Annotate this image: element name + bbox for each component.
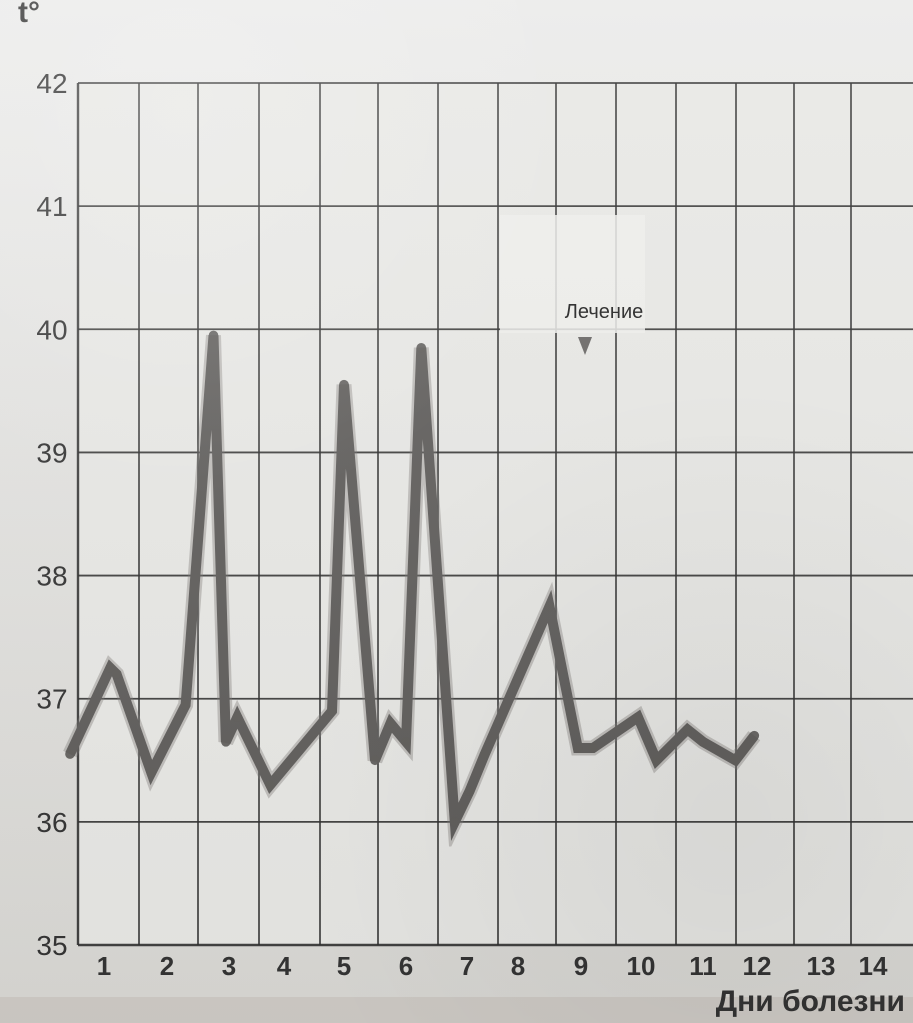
series-point [450, 817, 460, 827]
series-point [208, 330, 219, 341]
series-point [633, 712, 643, 722]
series-point [385, 718, 396, 729]
series-point [65, 749, 75, 759]
series-point [265, 780, 276, 790]
series-point [682, 724, 693, 735]
annotation-marker [578, 337, 592, 355]
series-point [464, 786, 475, 796]
y-tick-label: 38 [36, 561, 67, 592]
x-tick-label: 6 [399, 951, 413, 981]
grid-lines [76, 82, 913, 947]
x-tick-label: 4 [277, 951, 292, 981]
y-tick-label: 36 [36, 807, 67, 838]
y-tick-label: 37 [36, 684, 67, 715]
series-point [339, 379, 349, 390]
x-tick-label: 8 [511, 951, 525, 981]
series-point [588, 743, 598, 753]
series-point [730, 755, 741, 766]
y-axis-label: t° [18, 0, 40, 29]
x-tick-label: 14 [859, 951, 888, 981]
series-point [416, 342, 427, 353]
x-tick-label: 12 [743, 951, 772, 981]
x-tick-label: 5 [337, 951, 351, 981]
x-tick-label: 13 [807, 951, 836, 981]
series-point [370, 755, 380, 766]
x-tick-label: 9 [574, 951, 588, 981]
series-point [105, 663, 116, 673]
annotation-group [500, 215, 645, 355]
x-tick-label: 7 [460, 951, 474, 981]
annotation-label: Лечение [565, 301, 643, 323]
x-tick-label: 10 [627, 951, 656, 981]
series-point [401, 737, 411, 747]
series-line-group [63, 330, 761, 851]
series-point [180, 700, 191, 710]
y-tick-label: 40 [36, 314, 67, 345]
x-tick-label: 11 [689, 951, 717, 981]
y-tick-label: 39 [36, 437, 67, 468]
series-point [232, 712, 243, 722]
y-tick-label: 35 [36, 930, 67, 961]
y-tick-label: 42 [36, 68, 67, 99]
x-tick-label: 2 [160, 951, 174, 981]
y-tick-label: 41 [36, 191, 67, 222]
series-point [544, 601, 555, 612]
page-bottom-strip [0, 997, 913, 1023]
series-point [327, 706, 337, 716]
series-point [651, 755, 662, 766]
x-tick-label: 1 [97, 951, 111, 981]
x-tick-label: 3 [222, 951, 236, 981]
series-point [573, 743, 583, 753]
series-point [146, 767, 157, 778]
x-axis-label: Дни болезни [716, 985, 905, 1018]
series-point [111, 669, 122, 679]
series-point [698, 737, 708, 747]
series-point [749, 730, 760, 741]
series-point [480, 749, 490, 759]
series-point [221, 737, 231, 747]
annotation-background [500, 215, 645, 333]
